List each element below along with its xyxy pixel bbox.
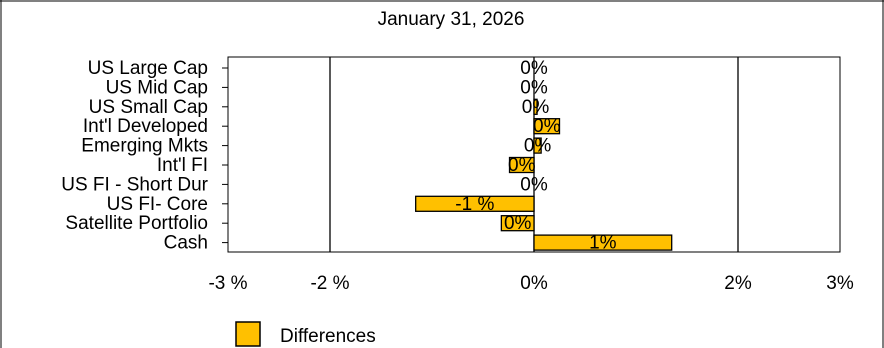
category-label: Cash bbox=[164, 233, 208, 254]
bar bbox=[533, 118, 561, 135]
data-label: 0% bbox=[522, 97, 550, 118]
x-tick-label: -2 % bbox=[310, 273, 349, 294]
x-axis-ticks: -3 % -2 % 0% 2% 3% bbox=[208, 273, 853, 294]
data-label: -1 % bbox=[455, 194, 494, 215]
category-label: US Large Cap bbox=[88, 58, 208, 79]
category-label: US Mid Cap bbox=[106, 77, 208, 98]
category-label: Emerging Mkts bbox=[81, 136, 208, 157]
data-label: 0% bbox=[504, 213, 532, 234]
bar bbox=[508, 156, 535, 174]
category-label: Int'l Developed bbox=[83, 116, 208, 137]
data-label: 0% bbox=[508, 155, 536, 176]
chart-title: January 31, 2026 bbox=[378, 9, 525, 30]
data-label: 0% bbox=[524, 136, 552, 157]
data-label: 0% bbox=[533, 116, 561, 137]
bar bbox=[533, 98, 538, 115]
category-label: Satellite Portfolio bbox=[65, 213, 208, 234]
legend: Differences bbox=[235, 321, 376, 347]
data-label: 0% bbox=[520, 174, 548, 195]
data-label: 0% bbox=[520, 58, 548, 79]
bars bbox=[415, 98, 673, 251]
category-label: US FI- Core bbox=[107, 194, 208, 215]
legend-swatch bbox=[235, 321, 261, 347]
category-label: Int'l FI bbox=[157, 155, 208, 176]
x-tick-label: 2% bbox=[724, 273, 752, 294]
data-label: 1% bbox=[589, 233, 617, 254]
x-tick-label: 0% bbox=[520, 273, 548, 294]
bar bbox=[533, 137, 542, 154]
category-label: US Small Cap bbox=[89, 97, 208, 118]
bar bbox=[500, 215, 535, 232]
category-label: US FI - Short Dur bbox=[61, 174, 208, 195]
legend-label: Differences bbox=[280, 326, 376, 347]
bar bbox=[415, 195, 535, 212]
bar bbox=[533, 234, 673, 251]
data-labels: 0%0%0%0%0%0%0%-1 %0%1% bbox=[455, 58, 616, 254]
data-label: 0% bbox=[520, 77, 548, 98]
x-tick-label: -3 % bbox=[208, 273, 247, 294]
x-tick-label: 3% bbox=[826, 273, 854, 294]
